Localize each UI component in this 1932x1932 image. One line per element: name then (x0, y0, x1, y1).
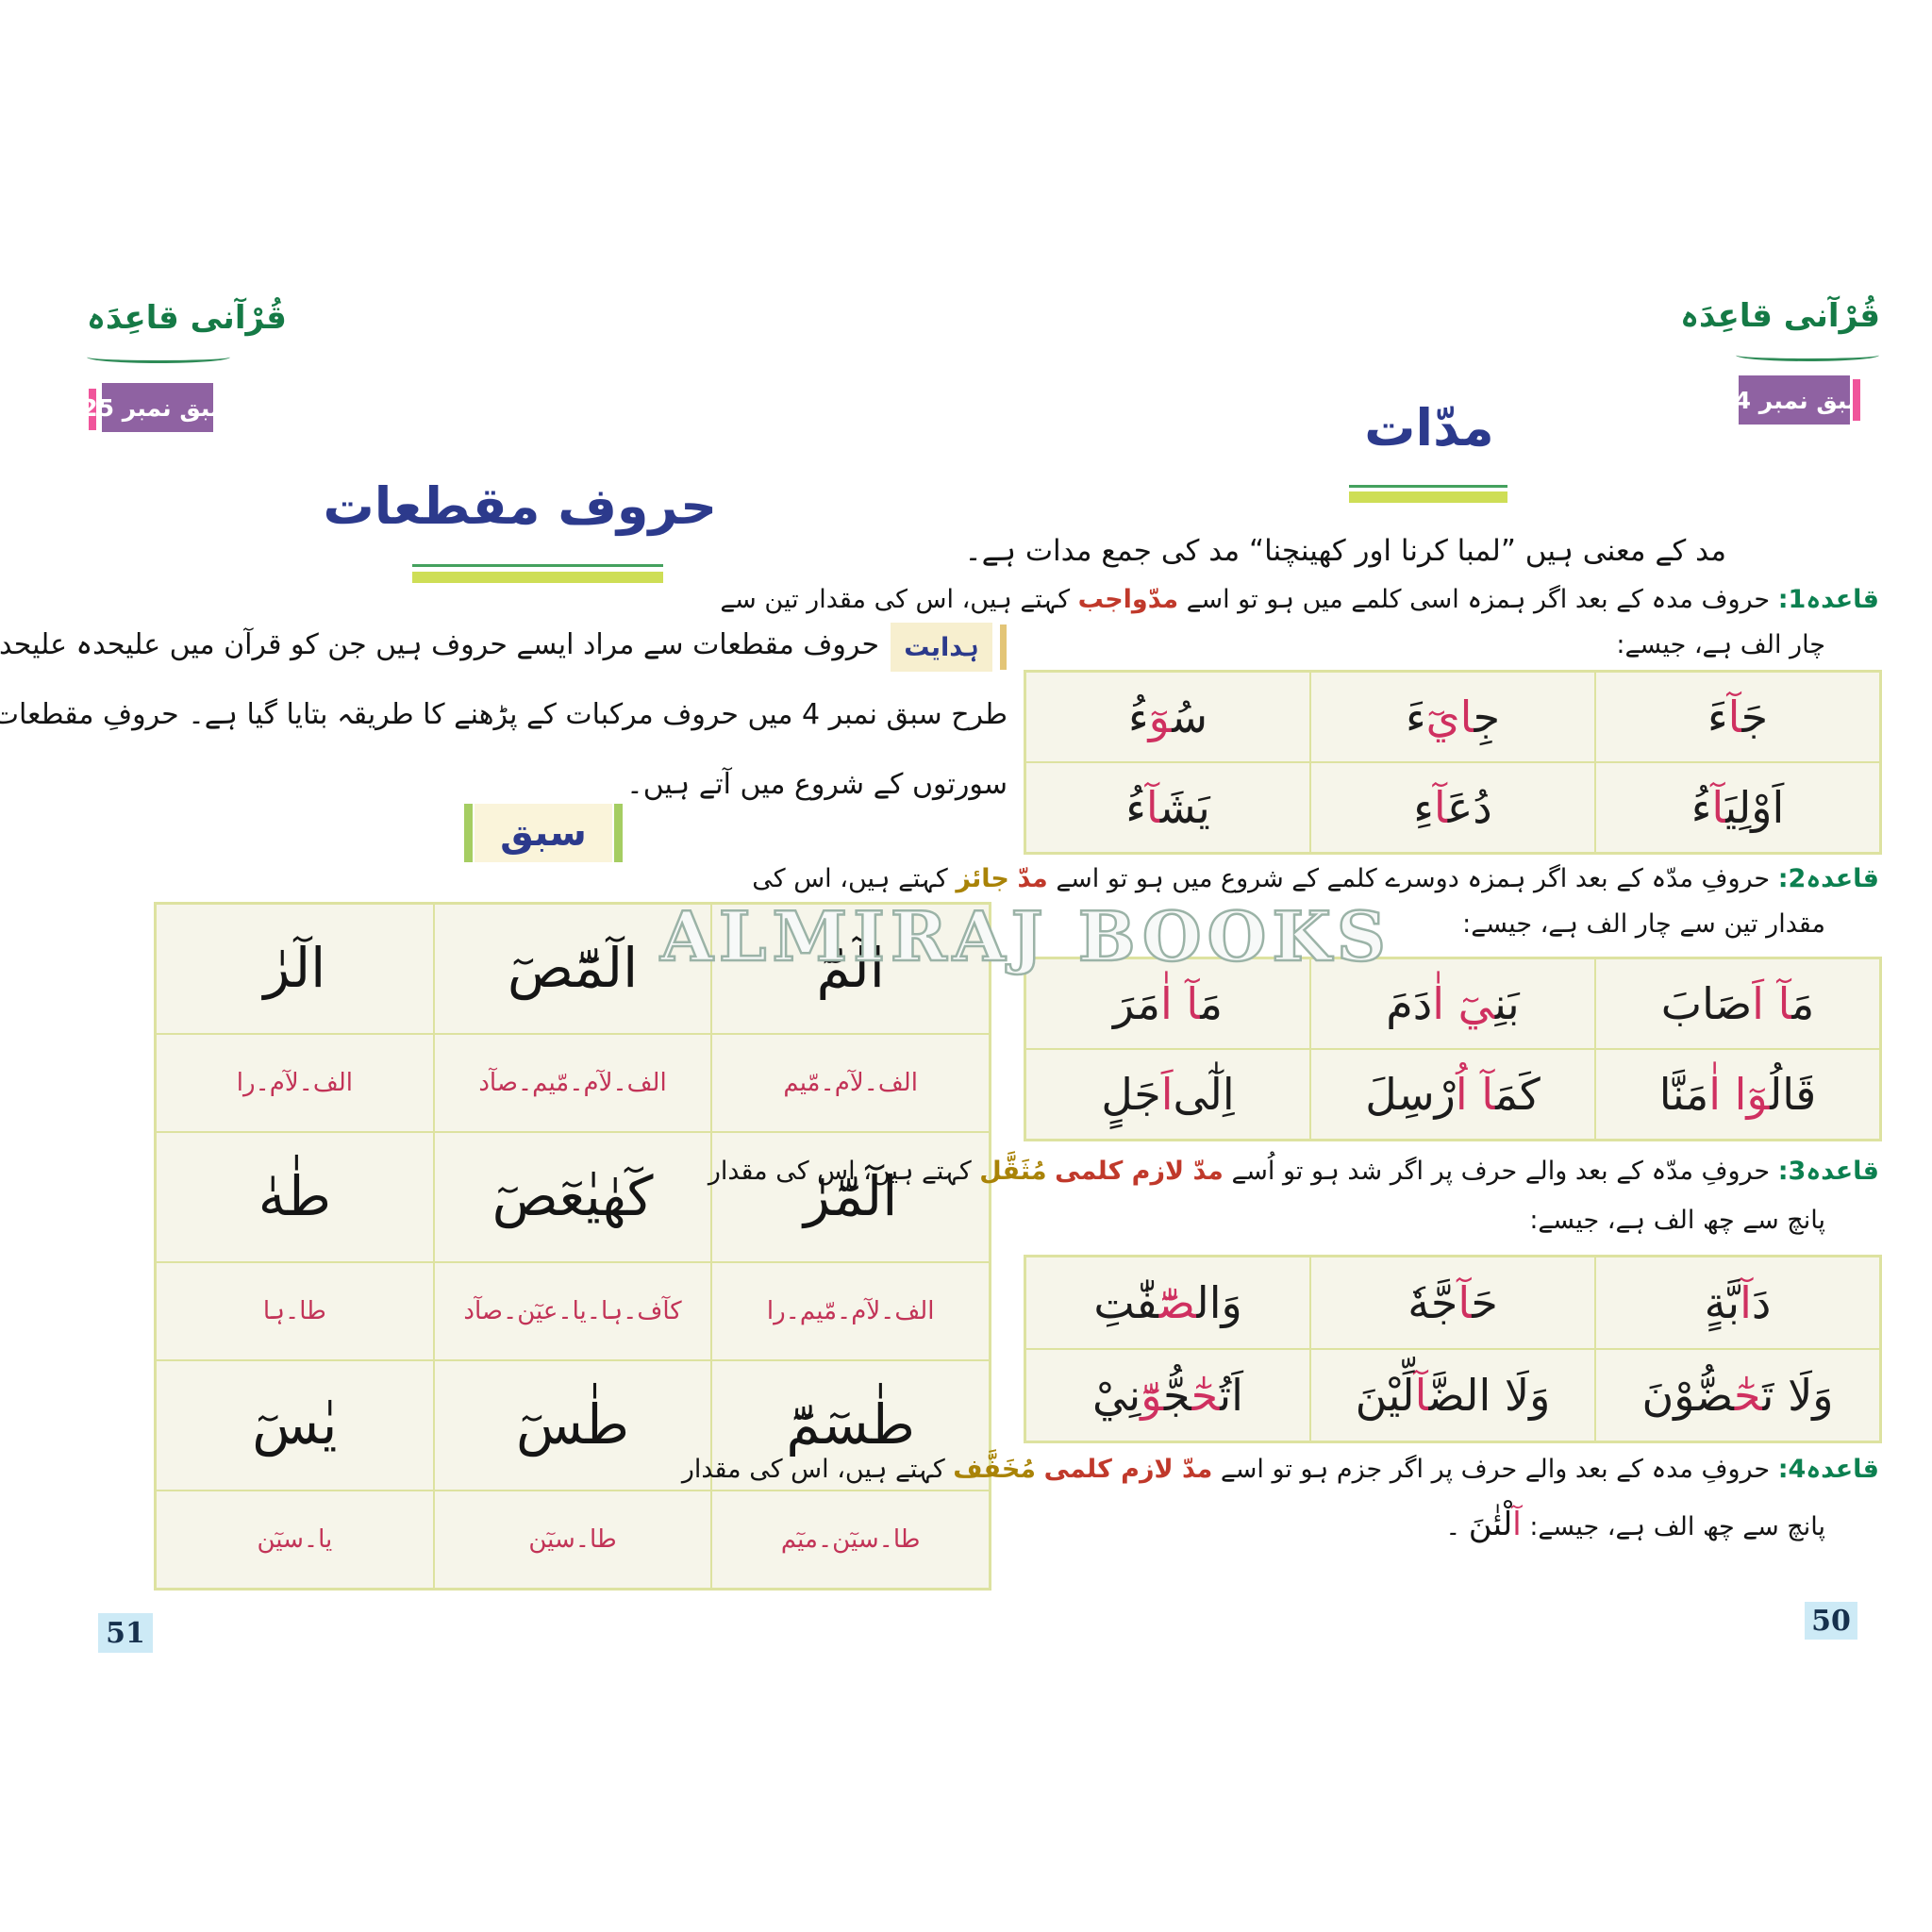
example-cell: قَالُ‍‍وٓا اٰ مَنَّا (1595, 1049, 1880, 1140)
table-cell-annotation: الف۔لآم۔مّیم۔را (711, 1262, 990, 1360)
table-cell-big: الٓرٰ (156, 904, 434, 1034)
rule-4-line2-end: ۔ (1445, 1512, 1461, 1541)
page-number-right: 50 (1805, 1602, 1857, 1640)
table-cell-big: الٓمّٓصٓ (433, 904, 712, 1034)
rule-1-keyword: مدّواجب (1077, 585, 1179, 614)
table-cell-annotation: الف۔لآم۔مّیم (711, 1034, 990, 1132)
rule-4-example-word: آلْئٰنَ (1468, 1506, 1522, 1543)
rule-2-label: قاعدہ2: (1777, 864, 1879, 893)
right-heading-underline-yellow (1349, 491, 1507, 503)
table-cell-big: طٰهٰ (156, 1132, 434, 1262)
example-cell: وَال‍‍صّٰٓ‍‍فّٰتِ (1025, 1257, 1310, 1349)
rule-4-line: قاعدہ4: حروفِ مدہ کے بعد والے حرف پر اگر… (682, 1455, 1879, 1484)
left-paragraph-line: حروف مقطعات سے مراد ایسے حروف ہیں جن کو … (0, 628, 879, 661)
right-lesson-badge-bar (1853, 379, 1860, 421)
example-cell: مَ‍‍آ اٰ مَرَ (1025, 958, 1310, 1049)
rule-1-text-after: کہتے ہیں، اس کی مقدار تین سے (720, 585, 1071, 614)
rule-3-text-before: حروفِ مدّہ کے بعد والے حرف پر اگر شد ہو … (1231, 1157, 1771, 1186)
rule-3-keyword-olive: مُثَقَّل (979, 1157, 1047, 1186)
left-masthead-underline (87, 351, 230, 363)
rule-4-label: قاعدہ4: (1777, 1455, 1879, 1484)
example-cell: جِ‍‍ايٓ ءَ (1310, 672, 1595, 762)
example-cell: وَلَا الضَّ‍‍آ لِّيْنَ (1310, 1349, 1595, 1441)
rule-1-line: قاعدہ1: حروف مدہ کے بعد اگر ہمزہ اسی کلم… (720, 585, 1879, 614)
example-cell: اِلٰٓى اَ جَلٍ (1025, 1049, 1310, 1140)
table-cell-annotation: الف۔لآم۔را (156, 1034, 434, 1132)
rule-1-line2: چار الف ہے، جیسے: (1616, 630, 1825, 659)
rule-3-line: قاعدہ3: حروفِ مدّہ کے بعد والے حرف پر اگ… (708, 1157, 1879, 1186)
rule-2-line2: مقدار تین سے چار الف ہے، جیسے: (1462, 909, 1825, 939)
example-cell: جَ‍‍آ ءَ (1595, 672, 1880, 762)
right-page-heading: مدّات (1364, 398, 1494, 458)
lesson-box-bar-left (614, 804, 623, 862)
left-lesson-badge: سبق نمبر 25 (81, 383, 234, 432)
rule-4-keyword-olive: مُخَفَّف (953, 1455, 1037, 1484)
table-cell-big: الٓمّٓرٰ (711, 1132, 990, 1262)
example-cell: دُعَ‍‍آ ءِ (1310, 762, 1595, 853)
rule-4-text-after: کہتے ہیں، اس کی مقدار (681, 1455, 945, 1484)
right-intro-line: مد کے معنی ہیں ”لمبا کرنا اور کھینچنا“ م… (964, 534, 1726, 568)
table-cell-annotation: طا۔سیٓن (433, 1491, 712, 1589)
examples-table-2: مَ‍‍آ اَ صَابَ بَنِ‍‍يٓ اٰ دَمَ مَ‍‍آ اٰ مَ… (1024, 957, 1882, 1141)
example-cell: اَتُ‍‍حٰٓ‍‍جُّ‍‍وّٓ نِيْ (1025, 1349, 1310, 1441)
rule-2-text-before: حروفِ مدّہ کے بعد اگر ہمزہ دوسرے کلمے کے… (1056, 864, 1771, 893)
table-cell-big: طٰسٓ (433, 1360, 712, 1491)
table-cell-annotation: یا۔سیٓن (156, 1491, 434, 1589)
table-cell-annotation: الف۔لآم۔مّیم۔صآد (433, 1034, 712, 1132)
example-cell: حَ‍‍آ جَّهٗ (1310, 1257, 1595, 1349)
example-cell: سُ‍‍وٓ ءُ (1025, 672, 1310, 762)
example-cell: مَ‍‍آ اَ صَابَ (1595, 958, 1880, 1049)
example-cell: اَوْلِيَ‍‍آ ءُ (1595, 762, 1880, 853)
table-cell-big: كٓهٰيٰعٓصٓ (433, 1132, 712, 1262)
rule-2-keyword-olive: جائز (956, 864, 1009, 893)
example-cell: دَ آ بَّةٍ (1595, 1257, 1880, 1349)
table-cell-annotation: طا۔سیٓن۔میٓم (711, 1491, 990, 1589)
rule-2-line: قاعدہ2: حروفِ مدّہ کے بعد اگر ہمزہ دوسرے… (752, 864, 1879, 893)
rule-3-keyword: مدّ لازم کلمی (1055, 1157, 1224, 1186)
rule-4-text-before: حروفِ مدہ کے بعد والے حرف پر اگر جزم ہو … (1220, 1455, 1771, 1484)
left-masthead: قُرْآنی قاعِدَہ (87, 299, 287, 337)
rule-1-label: قاعدہ1: (1777, 585, 1879, 614)
rule-1-text-before: حروف مدہ کے بعد اگر ہمزہ اسی کلمے میں ہو… (1186, 585, 1771, 614)
left-page-heading: حروف مقطعات (323, 476, 717, 536)
examples-table-1: جَ‍‍آ ءَ جِ‍‍ايٓ ءَ سُ‍‍وٓ ءُ اَوْلِيَ‍‍آ ءُ… (1024, 670, 1882, 855)
watermark: ALMIRAJ BOOKS (659, 895, 1391, 978)
rule-4-line2: پانچ سے چھ الف ہے، جیسے: آلْئٰنَ ۔ (1024, 1506, 1877, 1543)
example-cell: كَمَ‍‍آ اُ رْسِلَ (1310, 1049, 1595, 1140)
rule-3-label: قاعدہ3: (1777, 1157, 1879, 1186)
left-paragraph-line: طرح سبق نمبر 4 میں حروف مرکبات کے پڑھنے … (0, 698, 1008, 731)
note-badge: ہدایت (891, 623, 992, 672)
example-cell: وَلَا تَ‍‍حٰٓ‍‍ضُّوْنَ (1595, 1349, 1880, 1441)
rule-3-line2: پانچ سے چھ الف ہے، جیسے: (1529, 1206, 1825, 1235)
left-paragraph-line: سورتوں کے شروع میں آتے ہیں۔ (626, 768, 1008, 801)
examples-table-3: دَ آ بَّةٍ حَ‍‍آ جَّهٗ وَال‍‍صّٰٓ‍‍فّٰتِ وَ… (1024, 1255, 1882, 1443)
rule-3-text-after: کہتے ہیں، اس کی مقدار (708, 1157, 972, 1186)
right-lesson-badge: سبق نمبر 24 (1718, 375, 1871, 425)
rule-2-text-after: کہتے ہیں، اس کی (752, 864, 948, 893)
lesson-box-bar-right (464, 804, 473, 862)
example-cell: يَشَ‍‍آ ءُ (1025, 762, 1310, 853)
right-masthead: قُرْآنی قاعِدَہ (1680, 297, 1880, 335)
rule-2-keyword: مدّ (1017, 864, 1048, 893)
letters-table: الٓمّٓ الٓمّٓصٓ الٓرٰ الف۔لآم۔مّیم الف۔ل… (154, 902, 991, 1591)
left-lesson-badge-bar (89, 389, 96, 430)
right-masthead-underline (1736, 349, 1879, 361)
right-heading-underline-green (1349, 485, 1507, 488)
page-number-left: 51 (98, 1613, 153, 1653)
rule-4-line2-text: پانچ سے چھ الف ہے، جیسے: (1529, 1512, 1825, 1541)
table-cell-big: يٰسٓ (156, 1360, 434, 1491)
table-cell-big: الٓمّٓ (711, 904, 990, 1034)
example-cell: بَنِ‍‍يٓ اٰ دَمَ (1310, 958, 1595, 1049)
table-cell-annotation: طا۔ہا (156, 1262, 434, 1360)
left-heading-underline-green (412, 564, 663, 567)
table-cell-big: طٰسٓمّٓ (711, 1360, 990, 1491)
table-cell-annotation: کآف۔ہا۔یا۔عیٓن۔صآد (433, 1262, 712, 1360)
left-heading-underline-yellow (412, 572, 663, 583)
note-badge-bar (1000, 625, 1007, 670)
lesson-box: سبق (475, 804, 612, 862)
rule-4-keyword: مدّ لازم کلمی (1043, 1455, 1213, 1484)
